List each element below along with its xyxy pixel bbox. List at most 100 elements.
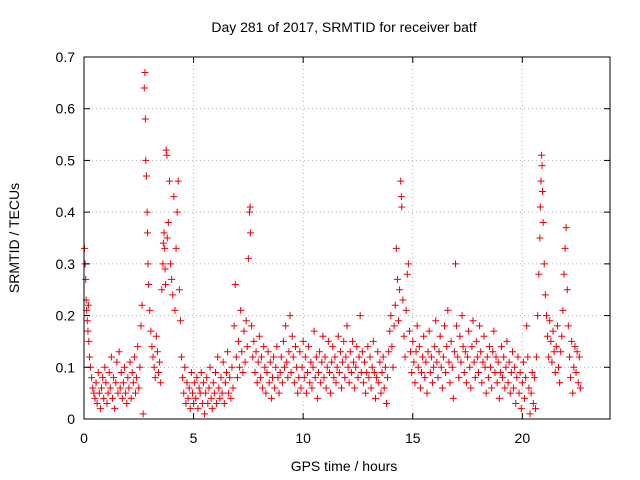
data-point (374, 348, 382, 356)
data-point (179, 374, 187, 382)
data-point (382, 399, 390, 407)
data-point (194, 405, 202, 413)
data-point (83, 317, 91, 325)
data-point (309, 363, 317, 371)
data-point (277, 353, 285, 361)
data-point (232, 353, 240, 361)
data-point (344, 363, 352, 371)
data-point (502, 363, 510, 371)
data-point (244, 255, 252, 263)
data-point (161, 244, 169, 252)
data-point (483, 353, 491, 361)
data-point (384, 374, 392, 382)
data-point (560, 270, 568, 278)
data-point (305, 343, 313, 351)
data-point (132, 389, 140, 397)
data-point (393, 275, 401, 283)
data-point (536, 203, 544, 211)
data-point (122, 389, 130, 397)
data-point (296, 348, 304, 356)
data-point (170, 193, 178, 201)
data-point (186, 405, 194, 413)
data-point (538, 162, 546, 170)
data-point (471, 374, 479, 382)
data-point (425, 327, 433, 335)
data-point (495, 394, 503, 402)
data-point (116, 384, 124, 392)
data-point (252, 348, 260, 356)
data-point (412, 348, 420, 356)
data-point (557, 348, 565, 356)
data-point (142, 156, 150, 164)
data-point (318, 358, 326, 366)
data-point (155, 368, 163, 376)
data-point (141, 115, 149, 123)
data-point (281, 363, 289, 371)
data-point (437, 363, 445, 371)
data-point (462, 379, 470, 387)
data-point (430, 363, 438, 371)
data-point (159, 239, 167, 247)
data-point (212, 368, 219, 376)
data-point (247, 229, 255, 237)
data-point (188, 389, 196, 397)
data-point (522, 374, 530, 382)
data-point (459, 343, 467, 351)
data-point (386, 327, 394, 335)
data-point (324, 337, 332, 345)
data-point (144, 229, 152, 237)
data-point (389, 363, 397, 371)
data-point (494, 358, 502, 366)
data-point (250, 337, 258, 345)
data-point (273, 343, 281, 351)
data-point (141, 69, 149, 77)
data-point (334, 332, 342, 340)
data-point (302, 389, 310, 397)
y-tick-label: 0.7 (56, 49, 76, 65)
data-point (213, 399, 221, 407)
data-point (96, 405, 104, 413)
data-point (254, 358, 262, 366)
data-point (222, 368, 230, 376)
data-point (255, 332, 263, 340)
data-point (418, 368, 426, 376)
data-point (88, 374, 96, 382)
data-point (118, 394, 126, 402)
data-point (317, 379, 325, 387)
data-point (445, 358, 453, 366)
data-point (176, 317, 184, 325)
data-point (469, 317, 477, 325)
data-point (289, 353, 297, 361)
data-point (478, 379, 486, 387)
x-tick-label: 20 (515, 430, 531, 446)
data-point (102, 379, 110, 387)
data-point (467, 384, 475, 392)
data-point (301, 353, 309, 361)
data-point (161, 265, 169, 273)
data-point (316, 348, 324, 356)
data-point (228, 363, 236, 371)
data-point (534, 312, 542, 320)
data-point (399, 296, 407, 304)
data-point (432, 317, 440, 325)
data-point (576, 384, 584, 392)
data-point (518, 379, 526, 387)
data-point (574, 379, 582, 387)
data-point (460, 368, 468, 376)
data-point (424, 348, 432, 356)
data-point (248, 322, 256, 330)
data-point (499, 374, 507, 382)
data-point (381, 363, 389, 371)
y-axis-label: SRMTID / TECUs (6, 183, 22, 293)
data-point (134, 343, 142, 351)
data-point (253, 379, 261, 387)
data-point (218, 389, 226, 397)
data-point (284, 374, 292, 382)
data-point (148, 343, 156, 351)
data-point (153, 348, 161, 356)
data-point (354, 374, 362, 382)
data-point (537, 177, 545, 185)
data-point (162, 281, 170, 289)
data-point (350, 358, 358, 366)
data-point (352, 363, 360, 371)
